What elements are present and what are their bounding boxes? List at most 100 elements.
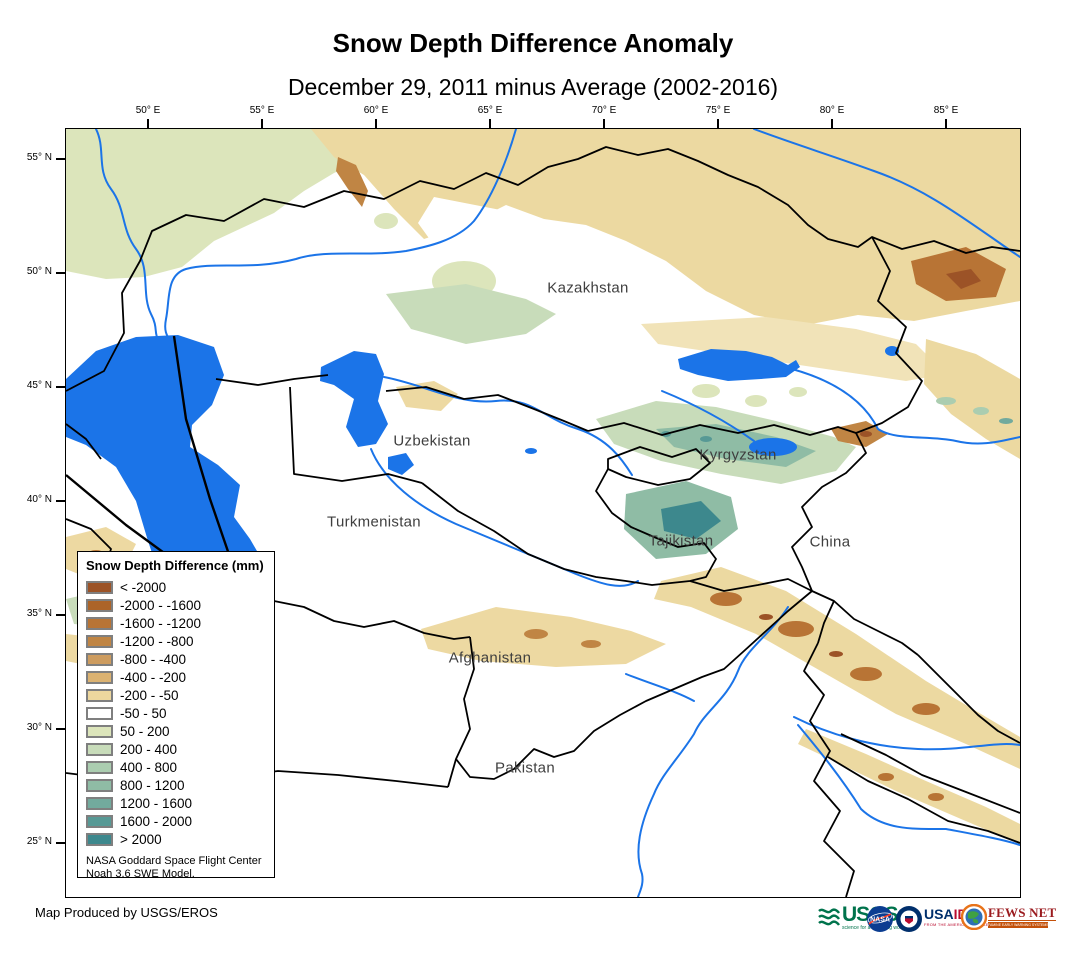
latitude-tick-label: 35° N [26,608,52,619]
legend-swatch [86,706,113,720]
legend-entry: -1200 - -800 [86,632,274,650]
border-turkmen-iran [225,598,471,640]
river-chu [661,390,755,442]
latitude-tick-mark [56,272,65,274]
usgs-tagline: science for a changing world [842,925,906,931]
legend-entry-label: -1200 - -800 [120,633,194,649]
border-afghan-north [689,578,813,592]
legend-note-line2: Noah 3.6 SWE Model. [86,868,195,880]
lake-issyk-kul [749,438,797,456]
longitude-tick-label: 75° E [705,105,731,116]
country-label-uzbekistan: Uzbekistan [393,432,471,450]
latitude-tick-mark [56,728,65,730]
country-label-china: China [809,533,851,551]
longitude-tick-mark [831,119,833,128]
fewsnet-tagline: FAMINE EARLY WARNING SYSTEMS NETWORK [988,922,1048,928]
legend-swatch [86,814,113,828]
border-pakistan-india [803,642,855,897]
border-kyrgyz-north [587,422,857,436]
legend-swatch [86,580,113,594]
legend-entry-label: -50 - 50 [120,705,167,721]
legend-swatch [86,598,113,612]
border-afghan-iran [447,636,475,788]
longitude-tick-mark [717,119,719,128]
caspian-sea [66,335,266,621]
fewsnet-wordmark: FEWS NET FAMINE EARLY WARNING SYSTEMS NE… [988,906,1057,928]
country-label-kazakhstan: Kazakhstan [547,279,629,297]
legend-entry-label: 400 - 800 [120,759,178,775]
rivers-layer [95,129,1020,897]
country-label-kyrgyzstan: Kyrgyzstan [699,446,777,464]
country-label-pakistan: Pakistan [495,759,555,777]
legend-entry-label: < -2000 [120,579,167,595]
legend-swatch [86,616,113,630]
longitude-tick-label: 70° E [591,105,617,116]
longitude-tick-mark [945,119,947,128]
usaid-text-id: ID [953,906,968,922]
border-china-india [917,654,1020,744]
legend-entry: 50 - 200 [86,722,274,740]
legend-swatch [86,832,113,846]
legend-entry-label: -1600 - -1200 [120,615,202,631]
country-label-tajikistan: Tajikistan [648,532,714,550]
border-nepal-south [827,756,1020,844]
usaid-wordmark: USAID FROM THE AMERICAN PEOPLE [924,907,989,927]
legend-entry-label: -2000 - -1600 [120,597,202,613]
legend-entry: 800 - 1200 [86,776,274,794]
latitude-tick-mark [56,614,65,616]
longitude-tick-label: 85° E [933,105,959,116]
usaid-tagline: FROM THE AMERICAN PEOPLE [924,922,989,927]
map-frame [65,128,1021,898]
latitude-tick-label: 55° N [26,152,52,163]
legend-swatch [86,742,113,756]
river-ural [164,129,517,338]
longitude-tick-label: 55° E [249,105,275,116]
longitude-tick-mark [603,119,605,128]
legend-entry: -400 - -200 [86,668,274,686]
credit-text: Map Produced by USGS/EROS [35,905,218,920]
usaid-seal-icon [895,905,923,938]
legend-entry: -200 - -50 [86,686,274,704]
river-syr-darya [383,376,633,476]
latitude-tick-mark [56,500,65,502]
country-label-turkmenistan: Turkmenistan [327,513,421,531]
border-kazakh-uzbek-east [385,386,589,432]
country-label-afghanistan: Afghanistan [448,649,532,667]
river-ganges [797,724,1020,846]
latitude-tick-mark [56,842,65,844]
river-amu-darya [370,448,639,587]
usgs-logo: USGS science for a changing world [818,904,906,931]
longitude-tick-label: 65° E [477,105,503,116]
legend-swatch [86,796,113,810]
legend-entry: 1600 - 2000 [86,812,274,830]
longitude-tick-mark [261,119,263,128]
river-volga-ural-nw [95,129,159,340]
legend-swatch [86,724,113,738]
longitude-tick-mark [147,119,149,128]
legend-entry: > 2000 [86,830,274,848]
border-turkmen-uzbek [421,482,691,586]
legend-entry-label: 1200 - 1600 [120,795,193,811]
legend-note: NASA Goddard Space Flight Center Noah 3.… [86,855,274,881]
river-ili-tarim [791,368,1020,445]
border-ferghana [607,446,711,486]
river-sutlej [793,716,1020,751]
river-indus [637,606,789,897]
latitude-tick-label: 50° N [26,266,52,277]
lake-balkhash [678,349,800,381]
longitude-tick-label: 50° E [135,105,161,116]
longitude-tick-label: 80° E [819,105,845,116]
aral-sea [320,351,388,447]
legend-note-line1: NASA Goddard Space Flight Center [86,855,262,867]
latitude-tick-label: 25° N [26,836,52,847]
latitude-tick-mark [56,386,65,388]
border-kashmir [811,590,919,656]
legend-entry-label: -800 - -400 [120,651,187,667]
page-title: Snow Depth Difference Anomaly [332,28,734,58]
longitude-tick-mark [489,119,491,128]
legend-swatch [86,778,113,792]
border-russia-kazakhstan [66,146,1020,392]
usaid-text-usa: USA [924,906,954,922]
river-kabul [625,673,695,702]
legend-swatch [86,760,113,774]
